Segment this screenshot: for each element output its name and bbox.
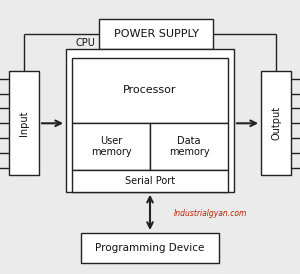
Bar (66, 49, 234, 192)
Bar (261, 71, 291, 175)
Bar (72, 58, 228, 123)
Text: Serial Port: Serial Port (125, 176, 175, 186)
Text: Processor: Processor (123, 85, 177, 95)
Text: Industrialgyan.com: Industrialgyan.com (173, 209, 247, 218)
Text: CPU: CPU (75, 38, 95, 48)
Text: Output: Output (271, 106, 281, 140)
Text: Data
memory: Data memory (169, 136, 209, 157)
Bar (72, 123, 150, 170)
Bar (81, 233, 219, 263)
Bar (9, 71, 39, 175)
Text: Programming Device: Programming Device (95, 243, 205, 253)
Bar (150, 123, 228, 170)
Bar (72, 170, 228, 192)
Text: User
memory: User memory (91, 136, 131, 157)
Text: POWER SUPPLY: POWER SUPPLY (113, 29, 199, 39)
Bar (99, 19, 213, 49)
Text: Input: Input (19, 110, 29, 136)
